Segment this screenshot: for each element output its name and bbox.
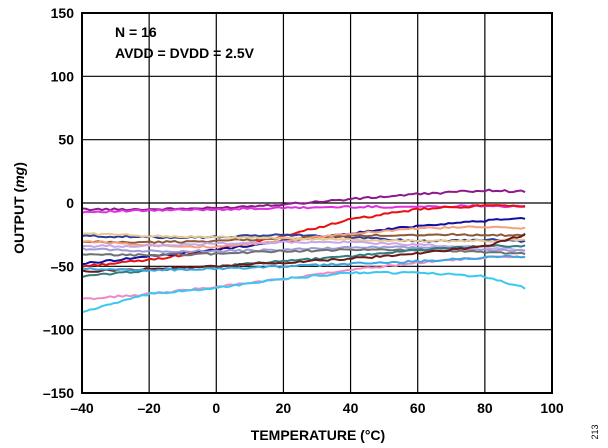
figure-id: 213 <box>590 424 600 439</box>
y-tick-label: 100 <box>51 68 75 84</box>
grid <box>81 12 553 394</box>
x-tick-label: –40 <box>70 400 94 416</box>
series-group <box>81 188 526 314</box>
x-tick-label: 100 <box>540 400 564 416</box>
x-tick-label: 40 <box>343 400 359 416</box>
plot-frame <box>81 12 553 394</box>
x-axis-label: TEMPERATURE (°C) <box>251 427 385 443</box>
series-line <box>81 271 526 314</box>
series-line <box>81 254 526 272</box>
series-line <box>81 232 526 273</box>
series-line <box>81 232 526 243</box>
y-axis-label: OUTPUT (mg) <box>11 162 27 254</box>
y-tick-label: 0 <box>66 195 74 211</box>
y-tick-label: –100 <box>43 322 74 338</box>
y-tick-label: –150 <box>43 385 74 401</box>
x-tick-label: 80 <box>477 400 493 416</box>
series-line <box>81 232 526 244</box>
series-line <box>82 240 526 252</box>
annotation-n: N = 16 <box>115 24 157 40</box>
series-line <box>81 204 526 268</box>
y-tick-label: 150 <box>51 5 75 21</box>
y-tick-label: 50 <box>58 132 74 148</box>
series-line <box>81 248 526 257</box>
x-tick-label: 20 <box>276 400 292 416</box>
x-tick-label: 60 <box>410 400 426 416</box>
x-tick-labels: –40 –20 0 20 40 60 80 100 <box>70 400 564 416</box>
annotation-supply: AVDD = DVDD = 2.5V <box>115 45 255 61</box>
x-tick-label: 0 <box>212 400 220 416</box>
series-line <box>81 188 526 212</box>
x-tick-label: –20 <box>137 400 161 416</box>
y-tick-labels: –150 –100 –50 0 50 100 150 <box>43 5 74 401</box>
y-tick-label: –50 <box>51 258 75 274</box>
